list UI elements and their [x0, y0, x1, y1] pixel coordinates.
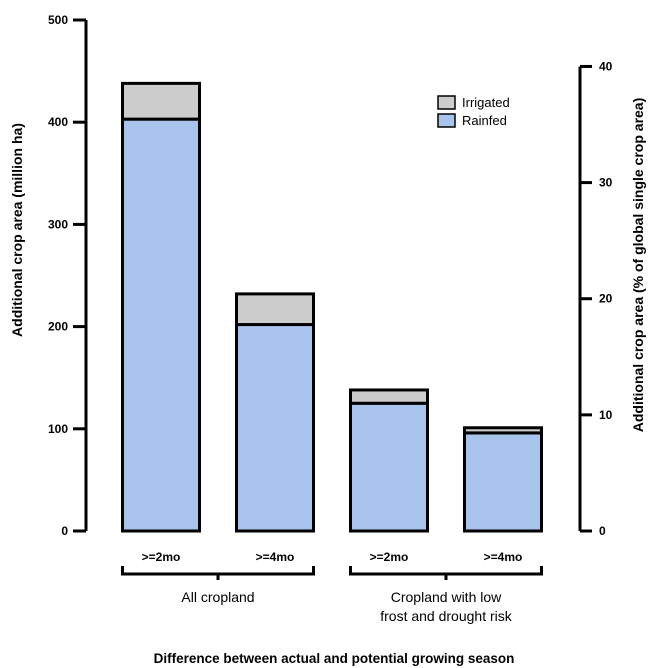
category-label: >=2mo	[142, 550, 181, 564]
group-bracket	[121, 566, 315, 580]
bar-irrigated-3	[349, 388, 429, 405]
category-label: >=4mo	[484, 550, 523, 564]
x-axis-title: Difference between actual and potential …	[154, 651, 515, 666]
category-label: >=2mo	[370, 550, 409, 564]
left-tick-label: 200	[48, 320, 68, 334]
left-tick-label: 300	[48, 217, 68, 231]
right-tick-label: 40	[599, 59, 613, 73]
bar-irrigated-4	[463, 426, 543, 435]
bar-rainfed-1	[121, 117, 201, 533]
left-tick-label: 500	[48, 13, 68, 27]
right-tick-label: 30	[599, 176, 613, 190]
right-tick-label: 20	[599, 292, 613, 306]
category-label: >=4mo	[256, 550, 295, 564]
legend-label: Irrigated	[462, 95, 510, 110]
left-tick-label: 100	[48, 422, 68, 436]
legend-swatch-irrigated	[437, 95, 456, 110]
bar-irrigated-2	[235, 292, 315, 327]
legend-label: Rainfed	[462, 113, 507, 128]
bar-rainfed-3	[349, 401, 429, 533]
y-axis-title-right: Additional crop area (% of global single…	[630, 98, 646, 433]
left-tick-label: 0	[61, 524, 68, 538]
group-label: frost and drought risk	[380, 608, 513, 624]
legend-swatch-rainfed	[437, 113, 456, 128]
bar-irrigated-1	[121, 81, 201, 121]
legend: Irrigated Rainfed	[437, 95, 510, 128]
left-tick-label: 400	[48, 115, 68, 129]
group-bracket	[349, 566, 543, 580]
right-tick-label: 0	[599, 524, 606, 538]
y-axis-title-left: Additional crop area (million ha)	[9, 123, 25, 337]
right-y-axis: 0 10 20 30 40	[578, 59, 613, 538]
bar-rainfed-2	[235, 323, 315, 533]
bar-rainfed-4	[463, 431, 543, 533]
group-labels: All cropland Cropland with low frost and d…	[121, 566, 543, 624]
group-label: All cropland	[181, 589, 254, 605]
bars	[121, 81, 543, 533]
group-label: Cropland with low	[391, 589, 502, 605]
right-tick-label: 10	[599, 408, 613, 422]
category-labels: >=2mo >=4mo >=2mo >=4mo	[142, 550, 523, 564]
left-y-axis: 0 100 200 300 400 500	[48, 13, 88, 538]
